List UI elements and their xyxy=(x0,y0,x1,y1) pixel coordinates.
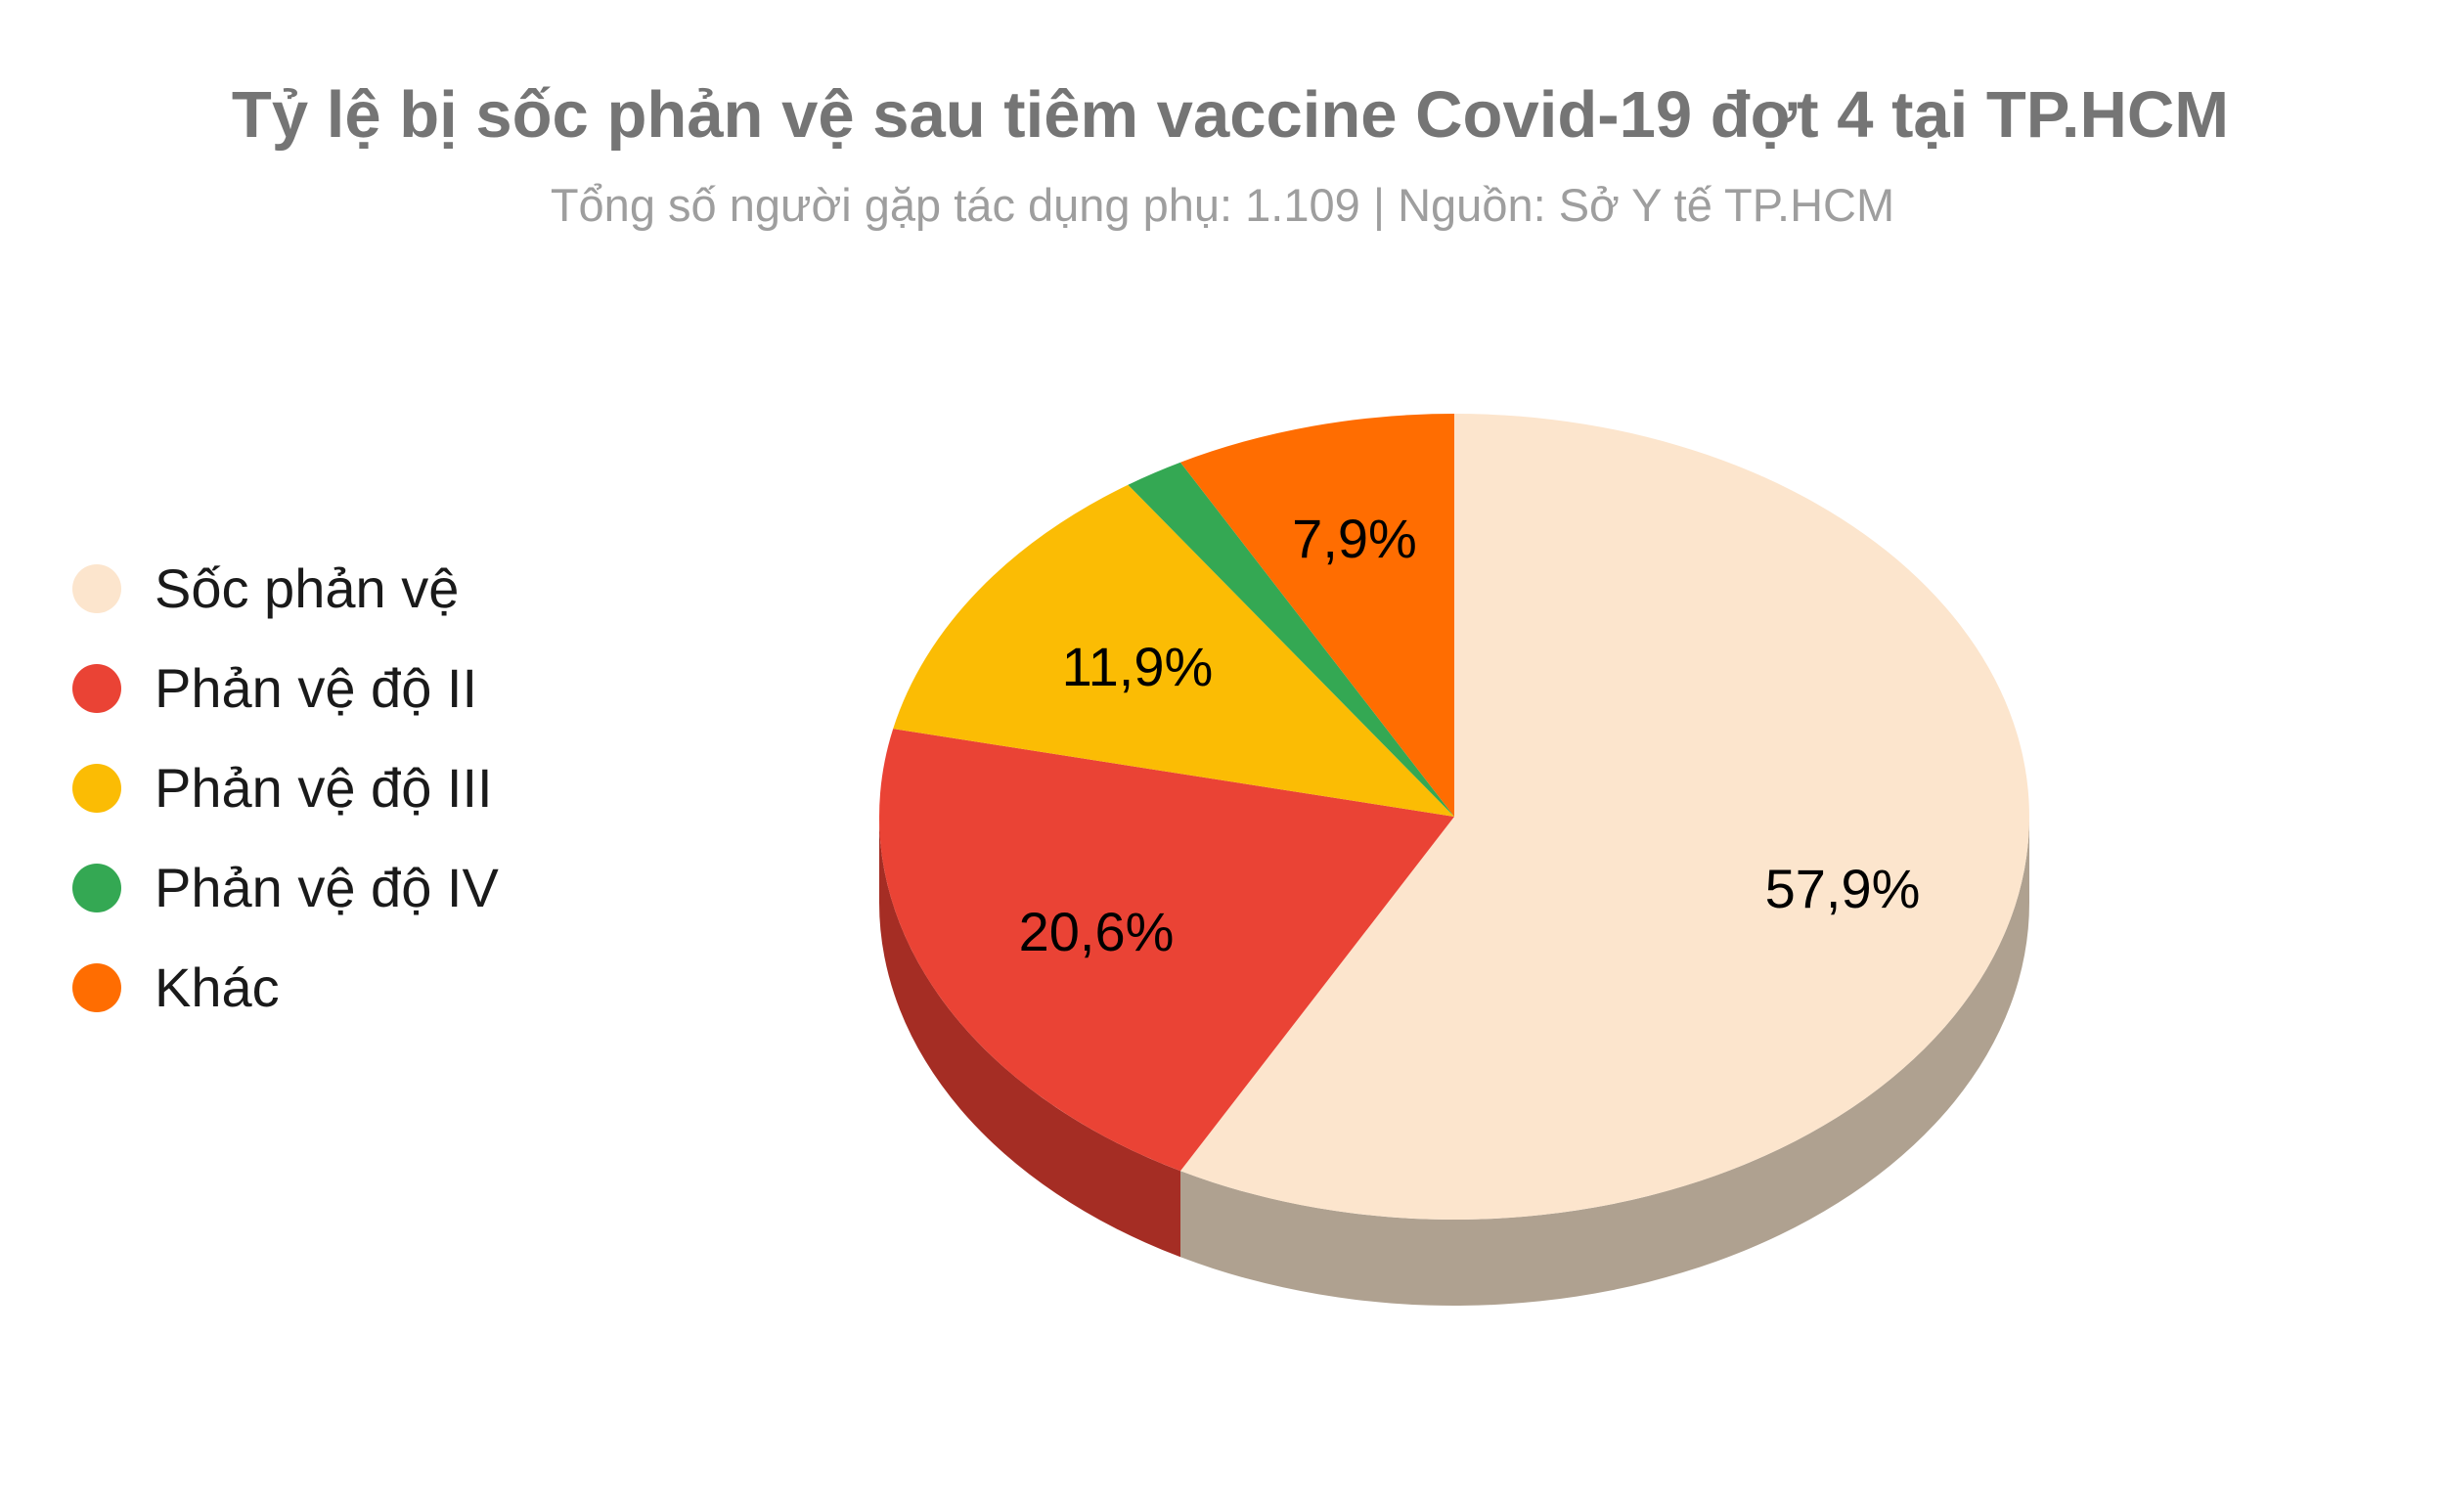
pie-slices xyxy=(879,414,2029,1221)
legend-label: Phản vệ độ IV xyxy=(155,857,499,918)
pie-slice-4[interactable] xyxy=(1180,414,1454,817)
legend-swatch-icon xyxy=(72,664,121,713)
pie-sides xyxy=(878,817,2030,1307)
legend-swatch-icon xyxy=(72,963,121,1012)
legend-item-phan-ve-do-iv[interactable]: Phản vệ độ IV xyxy=(72,859,499,917)
pie-slice-3[interactable] xyxy=(1128,462,1454,817)
data-label-khac: 7,9% xyxy=(1292,508,1417,569)
pie-data-labels: 57,9% 20,6% 11,9% 7,9% xyxy=(1019,508,1921,962)
pie-side-0 xyxy=(1180,817,2030,1307)
chart-subtitle: Tổng số người gặp tác dụng phụ: 1.109 | … xyxy=(550,179,1895,231)
pie-slice-2[interactable] xyxy=(893,484,1454,817)
pie-slice-0[interactable] xyxy=(1180,414,2029,1221)
pie-slice-1[interactable] xyxy=(879,729,1454,1172)
legend-item-phan-ve-do-iii[interactable]: Phản vệ độ III xyxy=(72,759,493,818)
legend-label: Phản vệ độ II xyxy=(155,657,478,719)
data-label-soc-phan-ve: 57,9% xyxy=(1765,858,1921,919)
legend-swatch-icon xyxy=(72,564,121,613)
legend-label: Khác xyxy=(155,956,280,1018)
legend-label: Sốc phản vệ xyxy=(155,557,460,619)
legend-item-soc-phan-ve[interactable]: Sốc phản vệ xyxy=(72,559,459,618)
data-label-phan-ve-do-iii: 11,9% xyxy=(1062,636,1214,697)
legend-swatch-icon xyxy=(72,764,121,813)
legend-swatch-icon xyxy=(72,864,121,912)
legend-label: Phản vệ độ III xyxy=(155,757,493,819)
pie-side-1 xyxy=(878,817,1180,1258)
legend-item-phan-ve-do-ii[interactable]: Phản vệ độ II xyxy=(72,659,477,718)
data-label-phan-ve-do-ii: 20,6% xyxy=(1019,901,1175,962)
legend-item-khac[interactable]: Khác xyxy=(72,958,280,1017)
chart-title: Tỷ lệ bị sốc phản vệ sau tiêm vaccine Co… xyxy=(231,78,2230,152)
